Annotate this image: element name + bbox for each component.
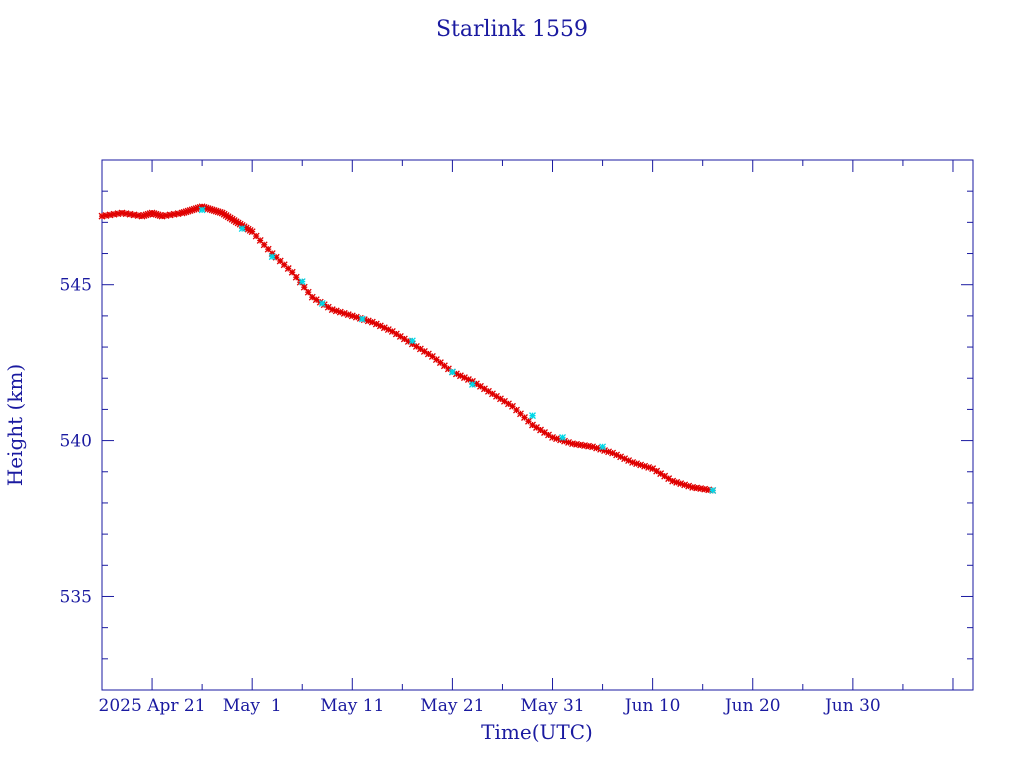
data-point: [318, 299, 326, 307]
data-point: [298, 278, 306, 286]
data-point: [565, 438, 572, 446]
data-point: [605, 448, 613, 456]
data-point: [344, 311, 352, 319]
data-point: [589, 443, 597, 451]
chart-title: Starlink 1559: [436, 17, 588, 42]
data-point: [673, 478, 681, 486]
data-point: [408, 337, 416, 345]
x-tick-label: May 1: [223, 696, 282, 716]
data-point: [358, 315, 366, 323]
x-tick-label: Jun 10: [623, 696, 681, 716]
x-tick-label: May 11: [320, 696, 384, 716]
data-point: [304, 288, 312, 296]
height-trend-line: [101, 206, 713, 491]
data-point: [238, 225, 246, 233]
data-point: [268, 253, 276, 261]
data-point: [198, 206, 206, 214]
data-point: [685, 482, 693, 490]
data-layer: [98, 203, 717, 494]
data-point: [709, 487, 717, 494]
data-point: [581, 442, 589, 450]
x-tick-label: May 31: [520, 696, 584, 716]
data-point: [545, 431, 552, 439]
y-tick-label: 535: [60, 587, 92, 607]
data-point: [288, 268, 296, 276]
data-point: [448, 368, 456, 376]
x-tick-label: May 21: [420, 696, 484, 716]
x-tick-label: 2025 Apr 21: [99, 696, 206, 716]
data-point: [468, 381, 476, 388]
data-point: [529, 412, 536, 420]
data-point: [292, 273, 300, 281]
data-point: [300, 283, 308, 291]
y-axis-ticks: 535 540 545: [60, 159, 973, 691]
x-axis-label: Time(UTC): [481, 720, 593, 744]
data-point: [599, 443, 607, 451]
data-point: [336, 308, 344, 316]
data-point: [264, 245, 272, 253]
x-tick-label: Jun 30: [823, 696, 881, 716]
y-tick-label: 540: [60, 432, 92, 452]
x-axis-ticks: 2025 Apr 21 May 1 May 11 May 21 May 31 Jun 10…: [99, 160, 954, 716]
data-point: [559, 434, 566, 441]
x-tick-label: Jun 20: [723, 696, 781, 716]
y-tick-label: 545: [60, 276, 92, 296]
y-axis-label: Height (km): [3, 364, 27, 486]
data-point: [641, 462, 649, 470]
plot-area: [101, 159, 974, 691]
